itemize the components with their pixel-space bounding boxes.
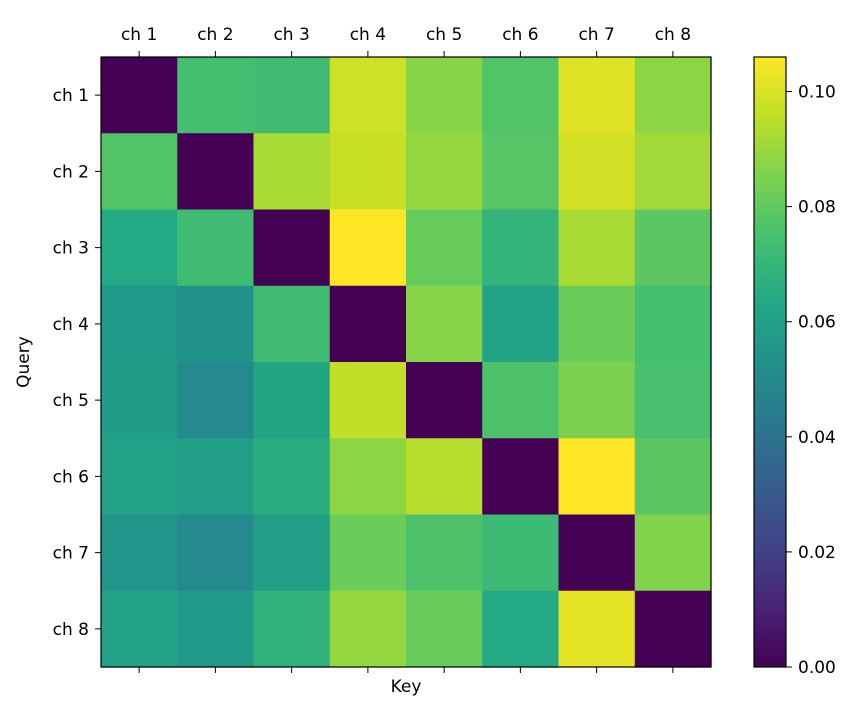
heatmap-cell — [558, 209, 636, 287]
heatmap-cell — [101, 285, 178, 363]
heatmap-cell — [177, 438, 255, 516]
heatmap-cell — [177, 133, 255, 211]
heatmap-cell — [406, 590, 483, 668]
colorbar-tick-label: 0.06 — [798, 313, 836, 333]
heatmap-cell — [406, 57, 483, 134]
heatmap-cell — [253, 362, 331, 439]
heatmap-cell — [101, 133, 178, 211]
y-tick-label: ch 6 — [53, 467, 89, 487]
heatmap-cell — [329, 362, 407, 439]
heatmap-cell — [634, 285, 712, 363]
y-tick-label: ch 5 — [53, 391, 89, 411]
heatmap-cell — [329, 514, 407, 592]
heatmap-cell — [634, 133, 712, 211]
x-axis: ch 1 ch 2 ch 3 ch 4 ch 5 ch 6 ch 7 ch 8 — [121, 25, 691, 673]
heatmap-cell — [558, 285, 636, 363]
heatmap-cell — [253, 514, 331, 592]
heatmap-cell — [406, 438, 483, 516]
heatmap-cell — [253, 285, 331, 363]
heatmap-cell — [177, 362, 255, 439]
y-tick-label: ch 4 — [53, 315, 89, 335]
heatmap-cell — [177, 57, 255, 134]
heatmap-cell — [329, 133, 407, 211]
colorbar-tick-label: 0.08 — [798, 198, 836, 218]
y-axis-label: Query — [14, 336, 34, 388]
heatmap-cell — [177, 285, 255, 363]
heatmap-cell — [253, 209, 331, 287]
colorbar-tick-label: 0.00 — [798, 658, 836, 678]
colorbar-axis: 0.00 0.02 0.04 0.06 0.08 0.10 — [786, 83, 836, 678]
heatmap-cell — [634, 209, 712, 287]
y-tick-label: ch 3 — [53, 239, 89, 259]
heatmap-cell — [406, 362, 483, 439]
heatmap-cell — [101, 209, 178, 287]
x-tick-label: ch 3 — [273, 25, 309, 45]
heatmap-cell — [329, 57, 407, 134]
heatmap-cell — [253, 438, 331, 516]
heatmap-cell — [482, 285, 560, 363]
heatmap-cell — [634, 514, 712, 592]
heatmap-cell — [253, 133, 331, 211]
heatmap-cell — [177, 590, 255, 668]
heatmap-cell — [558, 133, 636, 211]
y-tick-label: ch 8 — [53, 620, 89, 640]
heatmap-cell — [558, 438, 636, 516]
heatmap-cell — [634, 438, 712, 516]
y-tick-label: ch 7 — [53, 544, 89, 564]
heatmap-cell — [558, 514, 636, 592]
heatmap-cell — [253, 57, 331, 134]
heatmap-cell — [482, 362, 560, 439]
heatmap-cell — [329, 590, 407, 668]
heatmap-cells — [101, 57, 712, 668]
heatmap-cell — [558, 57, 636, 134]
y-tick-label: ch 2 — [53, 162, 89, 182]
heatmap-cell — [406, 285, 483, 363]
heatmap-cell — [329, 209, 407, 287]
x-tick-label: ch 7 — [578, 25, 614, 45]
heatmap-cell — [482, 590, 560, 668]
x-axis-label: Key — [391, 677, 422, 697]
heatmap-cell — [406, 514, 483, 592]
heatmap-cell — [253, 590, 331, 668]
heatmap-cell — [558, 590, 636, 668]
heatmap-cell — [101, 57, 178, 134]
y-axis: ch 1 ch 2 ch 3 ch 4 ch 5 ch 6 ch 7 ch 8 — [53, 86, 101, 640]
heatmap-cell — [558, 362, 636, 439]
heatmap-cell — [482, 57, 560, 134]
heatmap-cell — [177, 514, 255, 592]
x-tick-label: ch 5 — [426, 25, 462, 45]
heatmap-cell — [101, 590, 178, 668]
heatmap-cell — [101, 438, 178, 516]
x-tick-label: ch 8 — [655, 25, 691, 45]
colorbar-tick-label: 0.04 — [798, 428, 836, 448]
colorbar-tick-label: 0.10 — [798, 83, 836, 103]
heatmap-cell — [101, 362, 178, 439]
x-tick-label: ch 6 — [502, 25, 538, 45]
colorbar-tick-label: 0.02 — [798, 543, 836, 563]
heatmap-cell — [329, 285, 407, 363]
heatmap-cell — [101, 514, 178, 592]
heatmap-cell — [634, 57, 712, 134]
heatmap-cell — [177, 209, 255, 287]
heatmap-cell — [634, 590, 712, 668]
heatmap-cell — [329, 438, 407, 516]
heatmap-cell — [406, 209, 483, 287]
heatmap-cell — [406, 133, 483, 211]
heatmap-cell — [482, 209, 560, 287]
colorbar — [753, 56, 787, 668]
heatmap-cell — [482, 133, 560, 211]
heatmap-cell — [482, 514, 560, 592]
heatmap-cell — [482, 438, 560, 516]
x-tick-label: ch 4 — [350, 25, 386, 45]
x-tick-label: ch 1 — [121, 25, 157, 45]
heatmap-cell — [634, 362, 712, 439]
plot-frame — [100, 56, 712, 668]
y-tick-label: ch 1 — [53, 86, 89, 106]
x-tick-label: ch 2 — [197, 25, 233, 45]
